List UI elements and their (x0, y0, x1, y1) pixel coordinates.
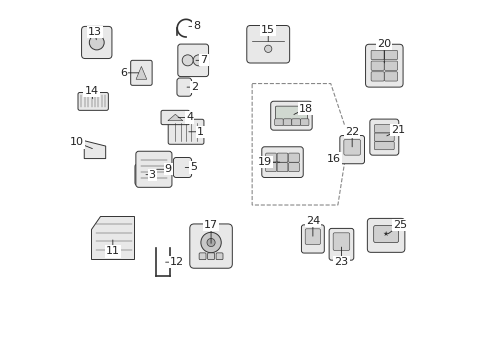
FancyBboxPatch shape (283, 119, 292, 126)
FancyBboxPatch shape (266, 153, 276, 162)
Text: 16: 16 (327, 154, 342, 163)
FancyBboxPatch shape (366, 44, 403, 87)
FancyBboxPatch shape (270, 101, 312, 130)
FancyBboxPatch shape (374, 141, 394, 150)
FancyBboxPatch shape (168, 119, 204, 144)
FancyBboxPatch shape (374, 133, 394, 141)
Text: 10: 10 (70, 138, 84, 148)
FancyBboxPatch shape (300, 119, 309, 126)
FancyBboxPatch shape (208, 253, 215, 260)
FancyBboxPatch shape (329, 228, 354, 260)
Polygon shape (168, 114, 183, 121)
FancyBboxPatch shape (344, 139, 361, 155)
Text: 14: 14 (84, 86, 98, 96)
FancyBboxPatch shape (289, 163, 299, 172)
FancyBboxPatch shape (385, 72, 397, 81)
FancyBboxPatch shape (216, 253, 223, 260)
Text: 6: 6 (120, 68, 127, 78)
Text: 2: 2 (192, 82, 198, 92)
FancyBboxPatch shape (177, 78, 192, 96)
Polygon shape (136, 66, 147, 79)
FancyBboxPatch shape (78, 93, 108, 111)
FancyBboxPatch shape (136, 151, 172, 187)
Text: 20: 20 (377, 39, 392, 49)
Circle shape (182, 55, 193, 66)
Text: 4: 4 (186, 112, 193, 122)
Polygon shape (84, 141, 106, 158)
Text: 21: 21 (392, 125, 406, 135)
Circle shape (201, 232, 221, 253)
FancyBboxPatch shape (275, 106, 308, 121)
FancyBboxPatch shape (275, 119, 283, 126)
Circle shape (265, 45, 272, 53)
Text: ★: ★ (383, 231, 389, 237)
Circle shape (207, 238, 215, 247)
FancyBboxPatch shape (371, 72, 384, 81)
FancyBboxPatch shape (289, 153, 299, 162)
FancyBboxPatch shape (266, 163, 276, 172)
Text: 5: 5 (190, 162, 196, 172)
FancyBboxPatch shape (374, 226, 398, 243)
Circle shape (89, 35, 104, 50)
FancyBboxPatch shape (371, 50, 384, 60)
Text: 18: 18 (299, 104, 313, 113)
FancyBboxPatch shape (199, 253, 206, 260)
FancyBboxPatch shape (178, 44, 209, 77)
Polygon shape (92, 216, 134, 258)
FancyBboxPatch shape (277, 163, 288, 172)
FancyBboxPatch shape (277, 153, 288, 162)
Text: 22: 22 (345, 127, 359, 137)
FancyBboxPatch shape (340, 135, 365, 164)
Circle shape (193, 55, 204, 66)
FancyBboxPatch shape (131, 60, 152, 85)
Text: 15: 15 (261, 25, 275, 35)
FancyBboxPatch shape (385, 50, 397, 60)
Text: 8: 8 (193, 21, 200, 31)
Text: 7: 7 (200, 55, 207, 65)
Text: 19: 19 (258, 157, 272, 167)
FancyBboxPatch shape (301, 225, 324, 253)
Text: 23: 23 (334, 257, 348, 267)
Text: 24: 24 (306, 216, 320, 226)
FancyBboxPatch shape (368, 219, 405, 252)
FancyBboxPatch shape (374, 125, 394, 133)
Text: 17: 17 (204, 220, 218, 230)
FancyBboxPatch shape (135, 164, 151, 185)
FancyBboxPatch shape (292, 119, 300, 126)
FancyBboxPatch shape (190, 224, 232, 268)
FancyBboxPatch shape (371, 61, 384, 70)
Text: 1: 1 (197, 127, 204, 137)
Text: 13: 13 (88, 27, 102, 37)
Text: 25: 25 (393, 220, 408, 230)
FancyBboxPatch shape (247, 26, 290, 63)
FancyBboxPatch shape (81, 26, 112, 59)
Text: 12: 12 (170, 257, 184, 267)
FancyBboxPatch shape (173, 157, 192, 177)
FancyBboxPatch shape (370, 119, 399, 155)
FancyBboxPatch shape (333, 233, 350, 251)
Text: 3: 3 (148, 170, 156, 180)
Text: 9: 9 (165, 164, 172, 174)
FancyBboxPatch shape (385, 61, 397, 70)
FancyBboxPatch shape (262, 147, 303, 177)
FancyBboxPatch shape (161, 111, 190, 125)
Text: 11: 11 (106, 247, 120, 256)
FancyBboxPatch shape (305, 229, 320, 244)
